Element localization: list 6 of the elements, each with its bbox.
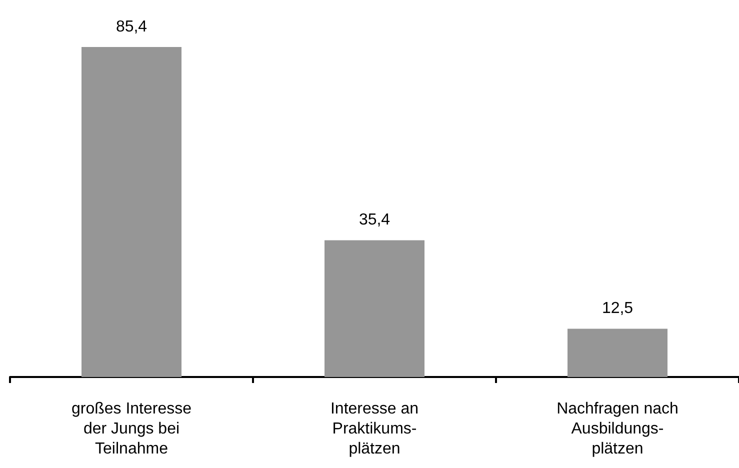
data-label: 12,5 — [602, 300, 634, 318]
data-label: 35,4 — [358, 212, 390, 229]
x-tick-label: Nachfragen nach Ausbildungs- plätzen — [556, 400, 678, 458]
data-label: 85,4 — [116, 18, 148, 36]
x-tick-label: großes Interesse der Jungs bei Teilnahme — [71, 400, 192, 458]
x-tick-label: Interesse an Praktikums- plätzen — [330, 400, 419, 458]
